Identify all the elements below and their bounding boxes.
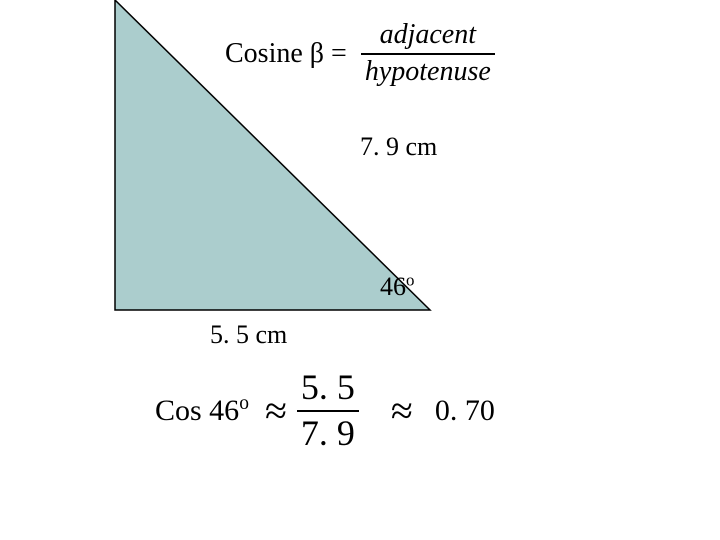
definition-fraction: adjacent hypotenuse (361, 20, 495, 88)
base-label: 5. 5 cm (210, 320, 287, 350)
calc-numerator: 5. 5 (297, 368, 359, 410)
calc-denominator: 7. 9 (297, 412, 359, 454)
calc-result: 0. 70 (435, 394, 495, 428)
calc-fraction: 5. 5 7. 9 (297, 368, 359, 453)
diagram-canvas: Cosine β = adjacent hypotenuse 7. 9 cm 4… (0, 0, 720, 540)
cosine-calculation: Cos 46o ≈ 5. 5 7. 9 ≈ 0. 70 (155, 368, 495, 453)
definition-denominator: hypotenuse (361, 55, 495, 88)
approx-symbol-1: ≈ (265, 387, 287, 434)
approx-symbol-2: ≈ (391, 387, 413, 434)
angle-label: 46o (380, 272, 414, 302)
hypotenuse-label: 7. 9 cm (360, 132, 437, 162)
calc-lhs: Cos 46o (155, 394, 249, 428)
cosine-definition: Cosine β = adjacent hypotenuse (225, 20, 495, 88)
cosine-lhs: Cosine β = (225, 38, 347, 70)
definition-numerator: adjacent (376, 20, 480, 53)
